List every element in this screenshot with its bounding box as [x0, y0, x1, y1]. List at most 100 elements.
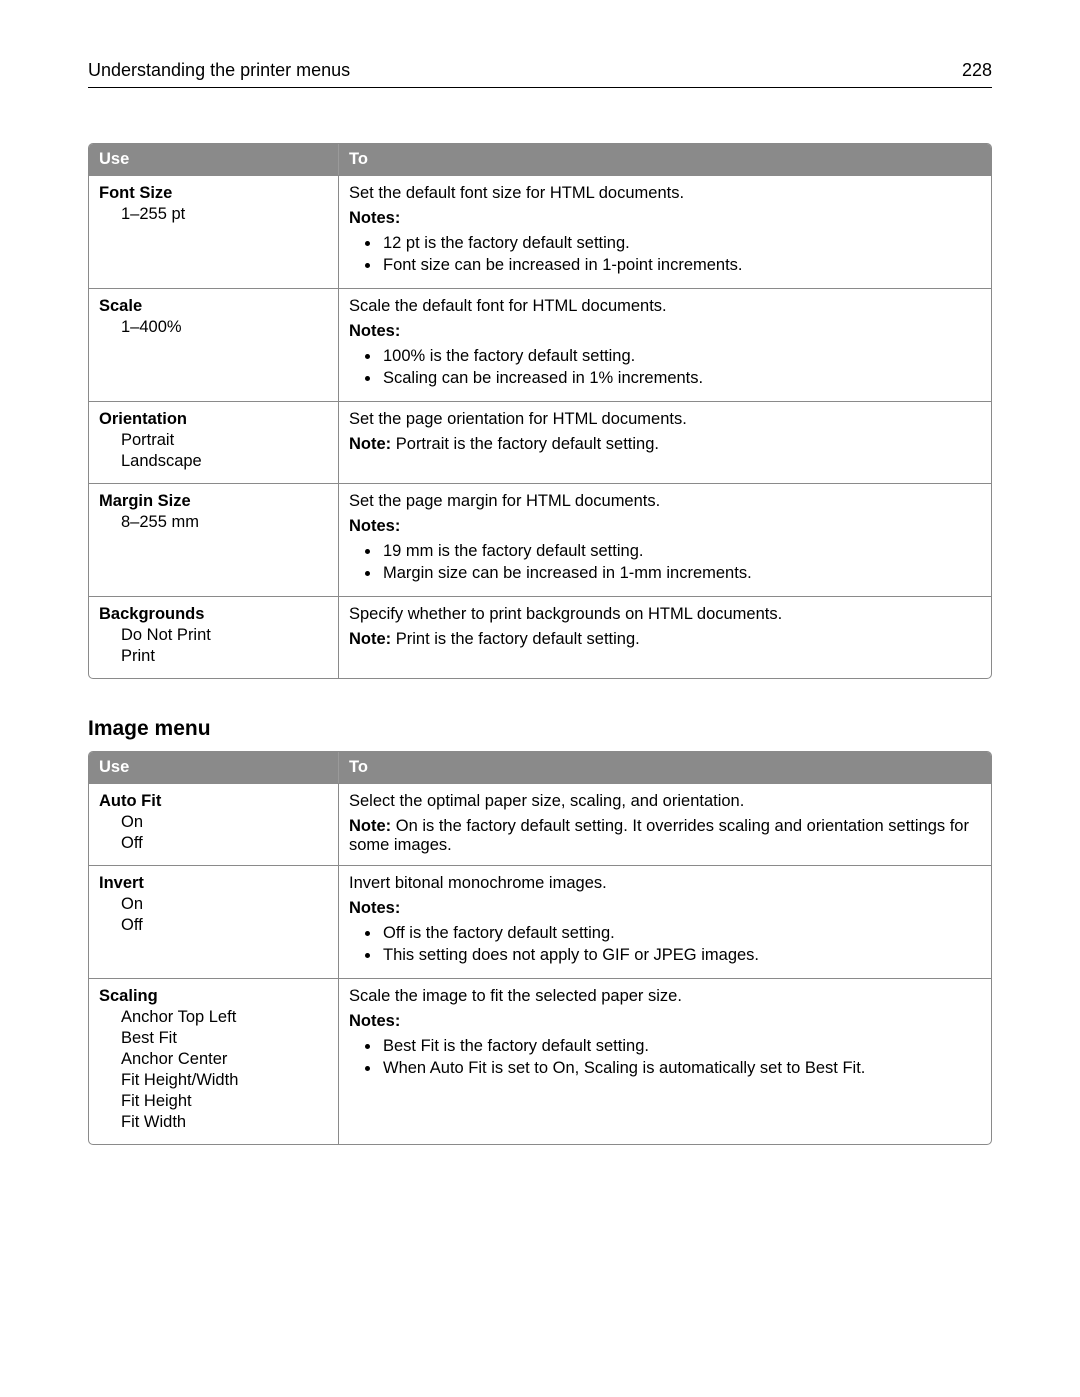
menu-item-options: 1–400%	[99, 318, 328, 337]
table-row: Font Size 1–255 pt Set the default font si…	[89, 175, 991, 288]
table-row: Orientation PortraitLandscape Set the page…	[89, 401, 991, 483]
table-row: Invert On Off Invert bitonal monochrome ima…	[89, 865, 991, 978]
note-inline: Note: On is the factory default setting.…	[349, 817, 981, 855]
note-label: Note:	[349, 630, 391, 648]
menu-item-cell: Auto Fit On Off	[89, 783, 339, 865]
section-title-image-menu: Image menu	[88, 717, 992, 741]
note-item: 19 mm is the factory default setting.	[381, 542, 981, 561]
menu-item-description-cell: Set the page orientation for HTML docume…	[339, 401, 991, 483]
menu-item-title: Margin Size	[99, 492, 328, 511]
menu-item-option: On	[121, 895, 328, 914]
page-number: 228	[962, 60, 992, 81]
menu-item-cell: Margin Size 8–255 mm	[89, 483, 339, 596]
note-item: Scaling can be increased in 1% increment…	[381, 369, 981, 388]
notes-list: 100% is the factory default setting. Scal…	[349, 347, 981, 388]
notes-label: Notes:	[349, 209, 981, 228]
menu-item-description: Scale the default font for HTML document…	[349, 297, 981, 316]
col-header-use: Use	[89, 752, 339, 783]
notes-list: 12 pt is the factory default setting. Fon…	[349, 234, 981, 275]
menu-item-description: Set the default font size for HTML docum…	[349, 184, 981, 203]
menu-item-description-cell: Scale the image to fit the selected pape…	[339, 978, 991, 1144]
menu-item-option: Fit Width	[121, 1113, 328, 1132]
menu-item-options: Anchor Top Left Best Fit Anchor Center Fit …	[99, 1008, 328, 1132]
menu-item-description-cell: Select the optimal paper size, scaling, …	[339, 783, 991, 865]
menu-item-option: Best Fit	[121, 1029, 328, 1048]
menu-item-options: On Off	[99, 813, 328, 853]
menu-item-option: Anchor Center	[121, 1050, 328, 1069]
note-text: On is the factory default setting. It ov…	[349, 817, 969, 854]
menu-item-cell: Scale 1–400%	[89, 288, 339, 401]
notes-label: Notes:	[349, 517, 981, 536]
menu-item-option: Off	[121, 834, 328, 853]
table-row: Auto Fit On Off Select the optimal paper si…	[89, 783, 991, 865]
menu-item-options: On Off	[99, 895, 328, 935]
menu-item-option: Off	[121, 916, 328, 935]
menu-item-cell: Orientation PortraitLandscape	[89, 401, 339, 483]
notes-label: Notes:	[349, 1012, 981, 1031]
note-inline: Note: Portrait is the factory default se…	[349, 435, 981, 454]
menu-item-cell: Invert On Off	[89, 865, 339, 978]
menu-item-options: Do Not Print Print	[99, 626, 328, 666]
notes-label: Notes:	[349, 322, 981, 341]
menu-item-cell: Backgrounds Do Not Print Print	[89, 596, 339, 678]
menu-item-description-cell: Set the page margin for HTML documents. N…	[339, 483, 991, 596]
page-header-title: Understanding the printer menus	[88, 60, 350, 81]
note-item: Best Fit is the factory default setting.	[381, 1037, 981, 1056]
note-item: 100% is the factory default setting.	[381, 347, 981, 366]
menu-item-title: Scale	[99, 297, 328, 316]
menu-item-options: PortraitLandscape	[99, 431, 328, 471]
menu-item-option: Print	[121, 647, 328, 666]
menu-item-title: Font Size	[99, 184, 328, 203]
note-item: When Auto Fit is set to On, Scaling is a…	[381, 1059, 981, 1078]
menu-item-option: 1–255 pt	[121, 205, 328, 224]
note-item: 12 pt is the factory default setting.	[381, 234, 981, 253]
note-text: Portrait is the factory default setting.	[391, 435, 659, 453]
note-inline: Note: Print is the factory default setti…	[349, 630, 981, 649]
menu-item-title: Orientation	[99, 410, 328, 429]
col-header-to: To	[339, 752, 991, 783]
note-text: Print is the factory default setting.	[391, 630, 640, 648]
menu-item-description: Set the page orientation for HTML docume…	[349, 410, 981, 429]
notes-list: 19 mm is the factory default setting. Mar…	[349, 542, 981, 583]
menu-item-option: 8–255 mm	[121, 513, 328, 532]
menu-item-description-cell: Scale the default font for HTML document…	[339, 288, 991, 401]
menu-item-option: 1–400%	[121, 318, 328, 337]
table-row: Margin Size 8–255 mm Set the page margin f…	[89, 483, 991, 596]
menu-item-description: Invert bitonal monochrome images.	[349, 874, 981, 893]
menu-item-title: Backgrounds	[99, 605, 328, 624]
menu-item-options: 1–255 pt	[99, 205, 328, 224]
note-item: Margin size can be increased in 1‑mm inc…	[381, 564, 981, 583]
note-item: Font size can be increased in 1‑point in…	[381, 256, 981, 275]
menu-item-options: 8–255 mm	[99, 513, 328, 532]
menu-item-cell: Font Size 1–255 pt	[89, 175, 339, 288]
note-label: Note:	[349, 817, 391, 835]
note-item: This setting does not apply to GIF or JP…	[381, 946, 981, 965]
menu-item-option: Fit Height/Width	[121, 1071, 328, 1090]
menu-item-option: On	[121, 813, 328, 832]
menu-item-title: Invert	[99, 874, 328, 893]
html-menu-table: Use To Font Size 1–255 pt Set the default …	[88, 143, 992, 679]
menu-item-option: Anchor Top Left	[121, 1008, 328, 1027]
table-row: Scaling Anchor Top Left Best Fit Anchor Cen…	[89, 978, 991, 1144]
menu-item-title: Scaling	[99, 987, 328, 1006]
table-row: Backgrounds Do Not Print Print Specify whet…	[89, 596, 991, 678]
menu-item-title: Auto Fit	[99, 792, 328, 811]
menu-item-description-cell: Set the default font size for HTML docum…	[339, 175, 991, 288]
notes-label: Notes:	[349, 899, 981, 918]
page-header: Understanding the printer menus 228	[88, 60, 992, 88]
menu-item-option: Do Not Print	[121, 626, 328, 645]
menu-item-description: Specify whether to print backgrounds on …	[349, 605, 981, 624]
menu-item-option: Landscape	[121, 452, 328, 471]
menu-item-description: Scale the image to fit the selected pape…	[349, 987, 981, 1006]
col-header-to: To	[339, 144, 991, 175]
notes-list: Best Fit is the factory default setting.…	[349, 1037, 981, 1078]
notes-list: Off is the factory default setting. This …	[349, 924, 981, 965]
col-header-use: Use	[89, 144, 339, 175]
menu-item-description-cell: Invert bitonal monochrome images. Notes: O…	[339, 865, 991, 978]
menu-item-cell: Scaling Anchor Top Left Best Fit Anchor Cen…	[89, 978, 339, 1144]
menu-item-option: Fit Height	[121, 1092, 328, 1111]
note-label: Note:	[349, 435, 391, 453]
menu-item-description: Set the page margin for HTML documents.	[349, 492, 981, 511]
image-menu-table: Use To Auto Fit On Off Select the optimal p…	[88, 751, 992, 1145]
note-item: Off is the factory default setting.	[381, 924, 981, 943]
